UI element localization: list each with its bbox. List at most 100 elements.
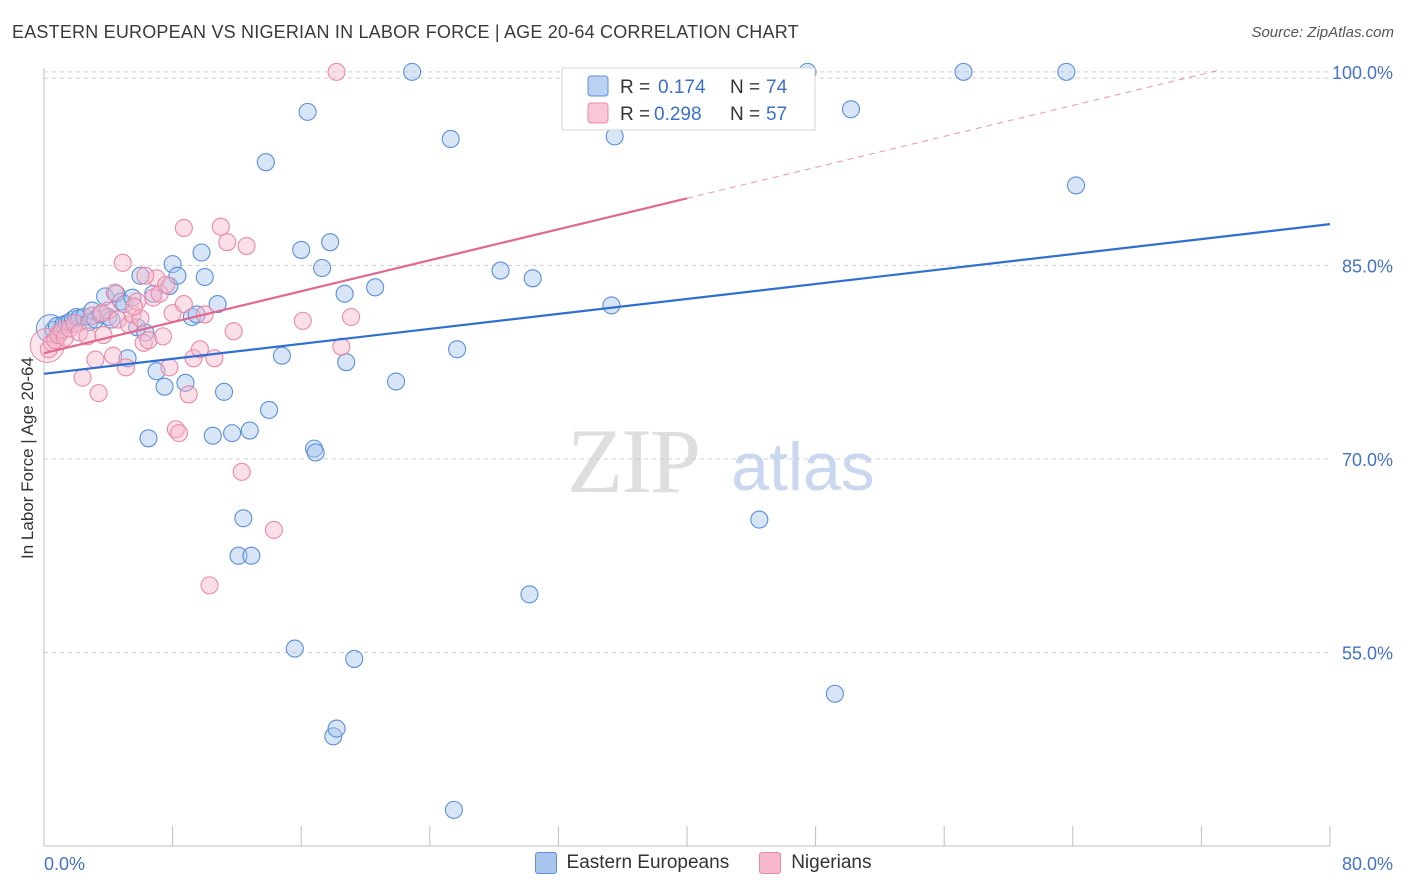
- nigerians-point-25: [139, 331, 158, 350]
- eastern-europeans-point-74: [841, 100, 861, 119]
- eastern-europeans-point-61: [386, 372, 406, 391]
- nigerians-point-7: [65, 314, 84, 333]
- eastern-europeans-point-57: [335, 284, 354, 303]
- nigerians-point-47: [264, 520, 283, 539]
- legend-r-value-0: 0.174: [658, 77, 706, 98]
- eastern-europeans-point-48: [285, 639, 304, 658]
- nigerians-point-51: [341, 307, 361, 327]
- y-tick-label-1: 70.0%: [1342, 450, 1393, 470]
- watermark: ZIP atlas: [567, 410, 875, 512]
- eastern-europeans-point-65: [448, 340, 467, 359]
- series-nigerians: [29, 62, 361, 595]
- eastern-europeans-point-25: [139, 429, 158, 448]
- nigerians-point-24: [134, 333, 153, 352]
- watermark-atlas: atlas: [731, 429, 875, 505]
- eastern-europeans-point-60: [366, 278, 385, 297]
- eastern-europeans-point-49: [292, 240, 311, 259]
- eastern-europeans-point-67: [520, 585, 539, 604]
- nigerians-point-18: [113, 253, 132, 272]
- watermark-zip: ZIP: [567, 410, 699, 512]
- legend-n-value-0: 74: [766, 77, 788, 98]
- nigerians-point-44: [224, 322, 243, 341]
- legend-n-label-1: N =: [730, 104, 760, 125]
- legend-r-value-1: 0.298: [654, 104, 702, 125]
- y-tick-label-2: 85.0%: [1342, 256, 1393, 276]
- eastern-europeans-point-64: [444, 800, 463, 819]
- legend-n-label-0: N =: [730, 77, 760, 98]
- nigerians-point-23: [131, 309, 150, 328]
- source-label: Source: ZipAtlas.com: [1251, 24, 1394, 41]
- eastern-europeans-point-63: [441, 129, 460, 149]
- legend-item-eastern-europeans[interactable]: Eastern Europeans: [534, 852, 730, 874]
- eastern-europeans-point-42: [234, 509, 253, 528]
- legend-swatch-blue: [534, 852, 557, 874]
- eastern-europeans-point-76: [1057, 62, 1076, 81]
- nigerians-point-38: [190, 340, 209, 359]
- eastern-europeans-point-26: [144, 284, 163, 303]
- nigerians-point-46: [237, 236, 256, 256]
- nigerians-point-28: [150, 284, 169, 303]
- eastern-europeans-point-37: [203, 426, 222, 445]
- eastern-europeans-point-32: [176, 373, 195, 392]
- legend-item-nigerians[interactable]: Nigerians: [759, 852, 871, 874]
- legend-label-nigerians: Nigerians: [791, 852, 872, 873]
- nigerians-point-17: [108, 310, 127, 329]
- eastern-europeans-point-71: [750, 510, 769, 529]
- nigerians-point-55: [105, 283, 124, 302]
- nigerians-point-49: [327, 62, 346, 81]
- y-tick-label-3: 100.0%: [1332, 63, 1393, 83]
- eastern-europeans-point-53: [313, 258, 332, 278]
- stats-legend: R = 0.174 N = 74 R = 0.298 N = 57: [561, 67, 816, 131]
- eastern-europeans-point-30: [163, 255, 182, 274]
- legend-swatch-nigerians: [587, 102, 609, 124]
- eastern-europeans-point-40: [223, 424, 242, 443]
- nigerians-point-45: [232, 462, 251, 481]
- trend-lines: [43, 70, 1331, 375]
- eastern-europeans-point-69: [602, 296, 621, 315]
- eastern-europeans-point-39: [214, 382, 234, 401]
- nigerians-point-53: [136, 266, 155, 285]
- trend-line-nigerians-extension: [686, 70, 1218, 199]
- eastern-europeans-point-47: [272, 346, 291, 365]
- legend-r-label-0: R =: [620, 77, 650, 98]
- eastern-europeans-point-45: [256, 153, 275, 172]
- x-tick-label-1: 80.0%: [1342, 854, 1393, 874]
- legend-swatch-pink: [759, 852, 782, 874]
- trend-line-eastern-europeans: [43, 223, 1331, 375]
- nigerians-point-16: [104, 346, 123, 365]
- eastern-europeans-point-35: [192, 243, 211, 262]
- legend-n-value-1: 57: [766, 104, 787, 125]
- eastern-europeans-point-44: [242, 546, 261, 565]
- legend-label-eastern-europeans: Eastern Europeans: [566, 852, 730, 873]
- nigerians-point-29: [153, 327, 173, 346]
- nigerians-point-30: [157, 275, 176, 294]
- nigerians-point-43: [218, 233, 237, 252]
- nigerians-point-36: [179, 385, 198, 404]
- eastern-europeans-point-66: [491, 261, 510, 280]
- eastern-europeans-point-38: [208, 295, 227, 314]
- nigerians-point-48: [293, 311, 312, 330]
- chart-title: EASTERN EUROPEAN VS NIGERIAN IN LABOR FO…: [12, 22, 799, 42]
- nigerians-point-54: [124, 297, 144, 316]
- eastern-europeans-point-52: [306, 443, 325, 462]
- trend-line-nigerians: [43, 197, 688, 355]
- eastern-europeans-point-36: [195, 267, 214, 287]
- nigerians-point-42: [211, 217, 230, 236]
- eastern-europeans-point-75: [954, 62, 973, 81]
- eastern-europeans-point-54: [321, 233, 340, 252]
- nigerians-point-52: [174, 218, 193, 238]
- eastern-europeans-point-73: [825, 684, 844, 703]
- nigerians-point-40: [200, 576, 219, 595]
- nigerians-point-31: [160, 358, 179, 377]
- eastern-europeans-point-62: [403, 62, 422, 81]
- nigerians-point-27: [147, 269, 166, 288]
- nigerians-point-12: [86, 350, 105, 369]
- eastern-europeans-point-41: [229, 546, 248, 565]
- eastern-europeans-point-58: [337, 353, 356, 372]
- nigerians-point-6: [60, 319, 79, 338]
- nigerians-point-35: [174, 295, 193, 314]
- eastern-europeans-point-68: [523, 269, 542, 288]
- gridlines: [44, 71, 1330, 653]
- x-tick-label-0: 0.0%: [44, 854, 85, 874]
